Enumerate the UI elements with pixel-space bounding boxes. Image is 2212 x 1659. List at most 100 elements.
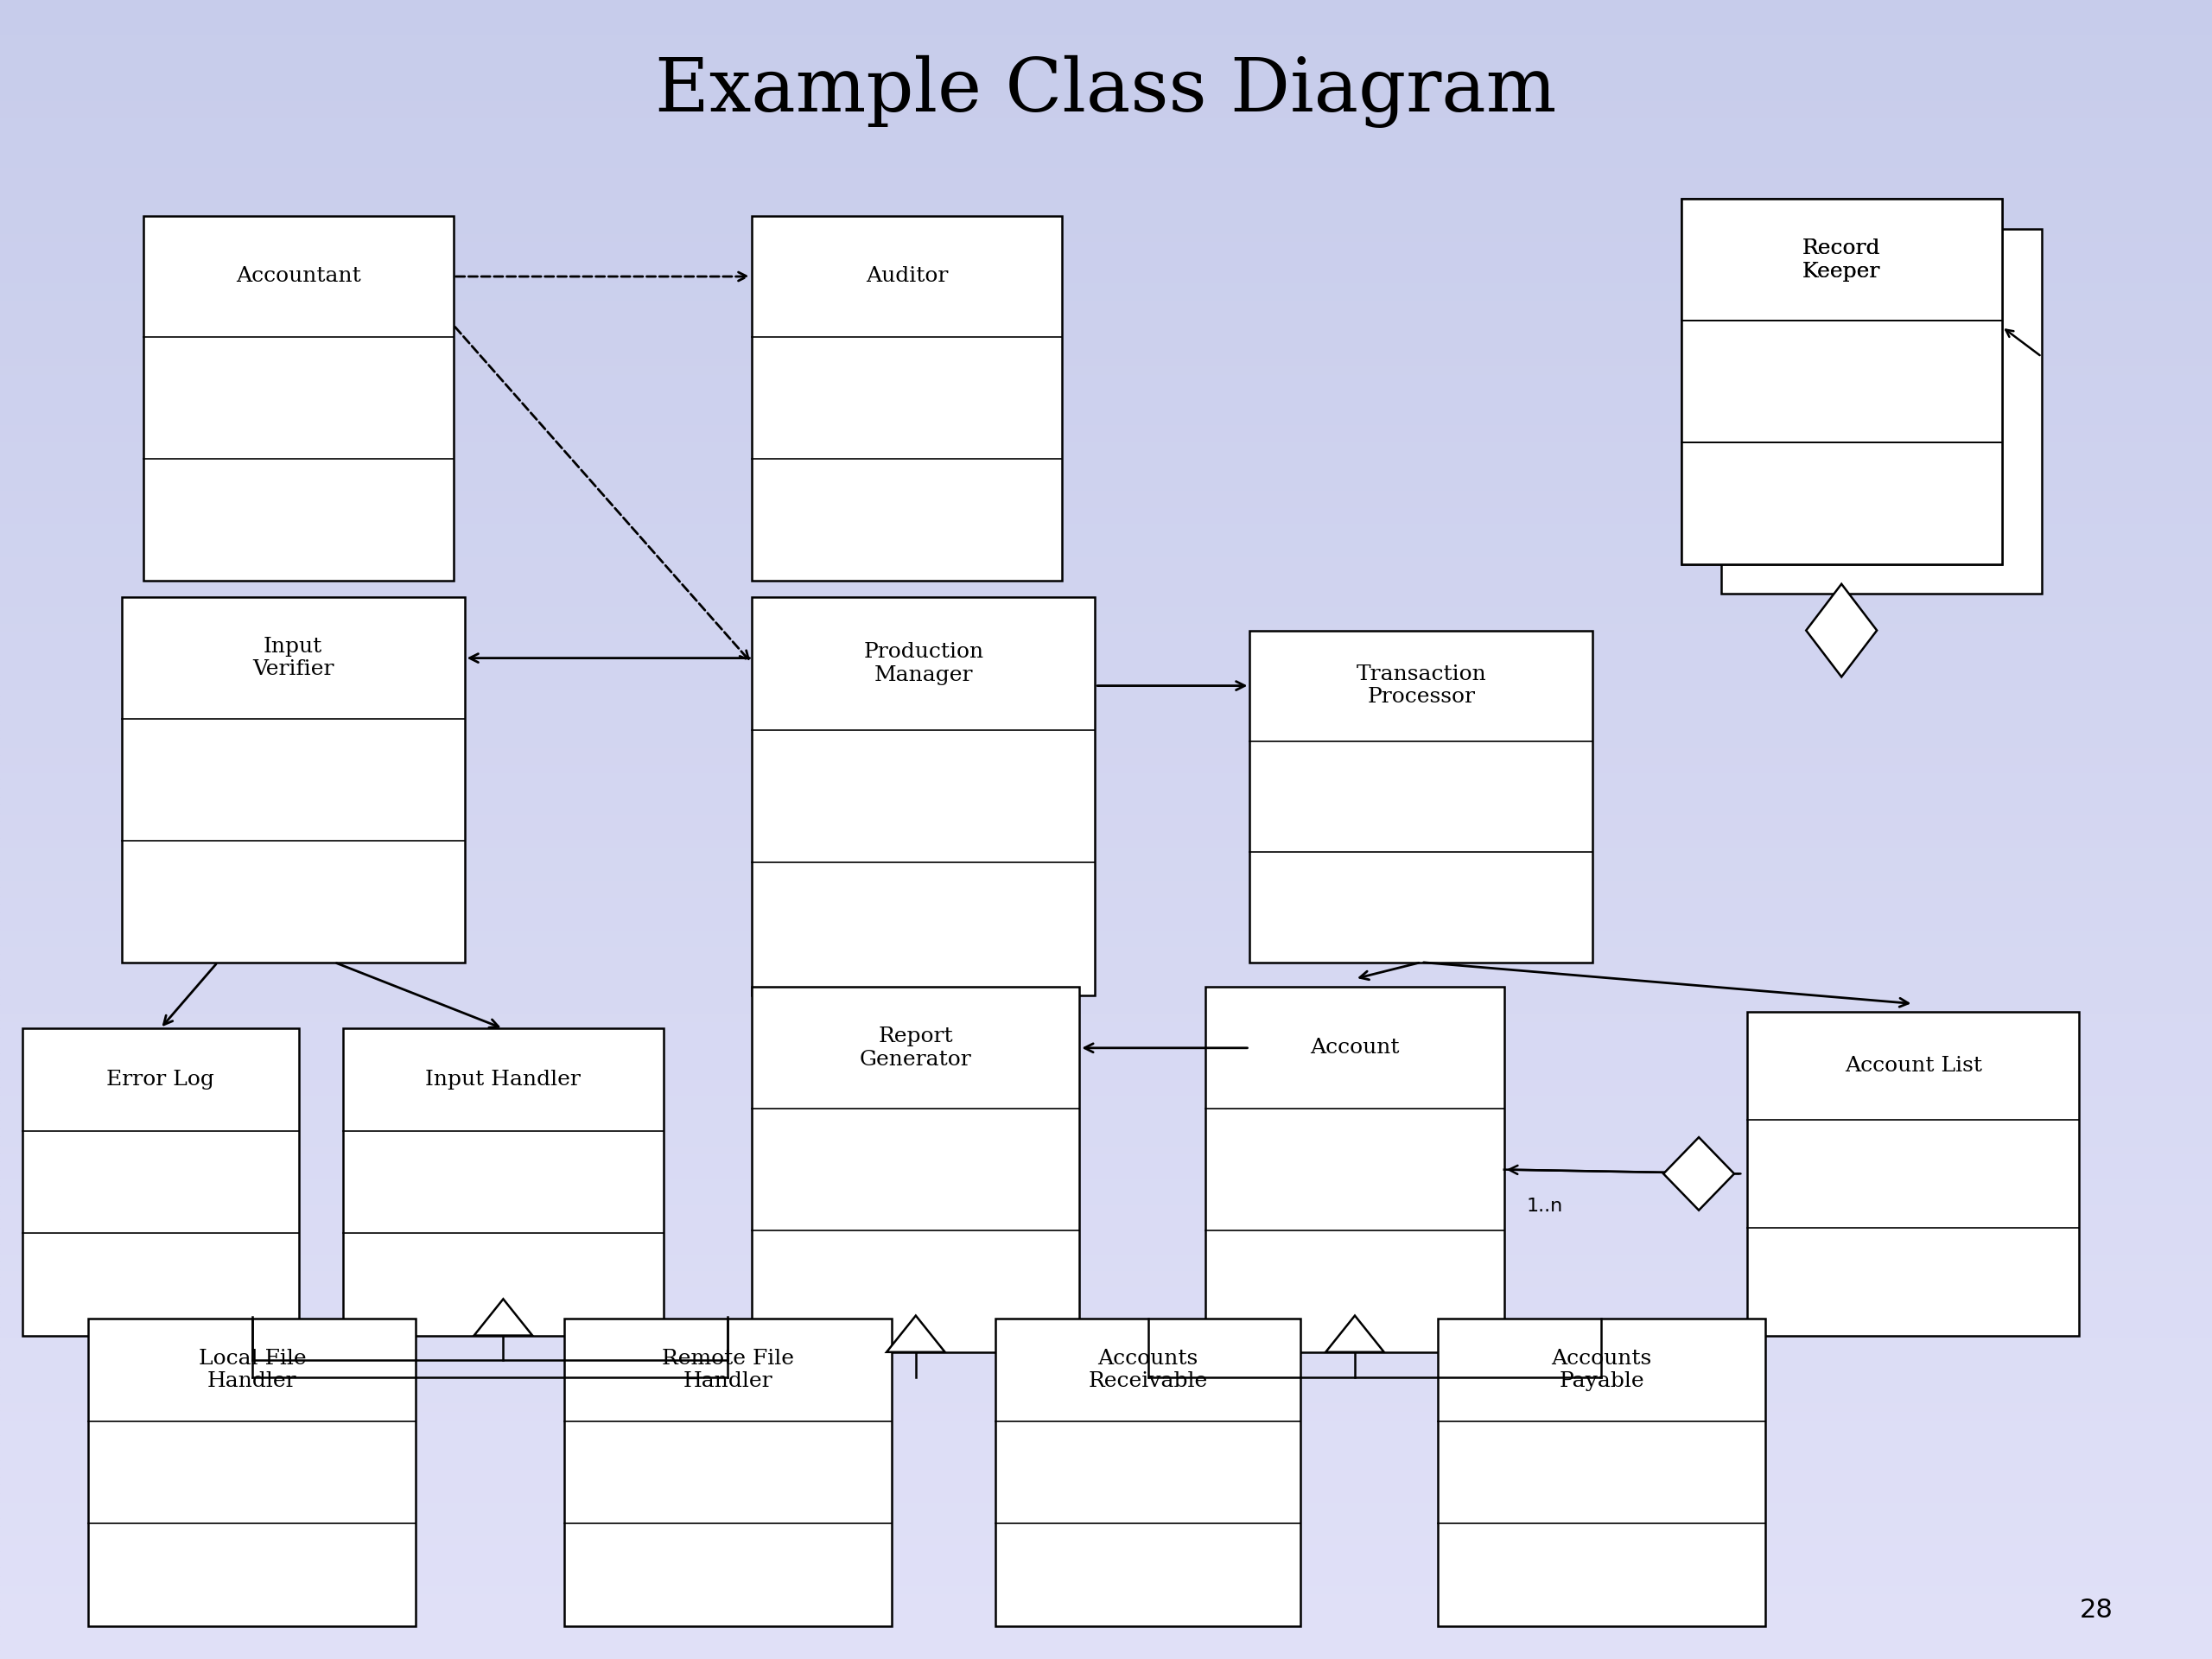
Bar (0, 116, 2212, 124)
Bar (0, 406, 2212, 415)
Bar (0, 423, 2212, 431)
Bar (0, 904, 2212, 912)
Bar (0, 50, 2212, 58)
Bar (0, 1112, 2212, 1120)
Bar (0, 133, 2212, 141)
Bar (0, 149, 2212, 158)
Bar (22, 1029, 299, 1335)
Bar (0, 1261, 2212, 1269)
Bar (0, 282, 2212, 290)
Bar (0, 1203, 2212, 1211)
Bar (0, 473, 2212, 481)
Bar (0, 1410, 2212, 1418)
Text: Account: Account (1310, 1039, 1400, 1058)
Bar (0, 556, 2212, 564)
Bar (0, 1253, 2212, 1261)
Polygon shape (1663, 1138, 1734, 1211)
Bar (0, 639, 2212, 647)
Bar (752, 597, 1095, 995)
Bar (0, 1103, 2212, 1112)
Bar (0, 124, 2212, 133)
Bar (0, 896, 2212, 904)
Bar (0, 307, 2212, 315)
Polygon shape (1805, 584, 1876, 677)
Bar (0, 440, 2212, 448)
Bar (0, 763, 2212, 771)
Bar (0, 257, 2212, 265)
Bar (0, 0, 2212, 8)
Bar (0, 962, 2212, 971)
Text: Record
Keeper: Record Keeper (1803, 239, 1880, 282)
Polygon shape (1325, 1316, 1385, 1352)
Text: Example Class Diagram: Example Class Diagram (655, 55, 1557, 128)
Bar (0, 100, 2212, 108)
Bar (0, 1584, 2212, 1593)
Bar (0, 1543, 2212, 1551)
Bar (0, 1269, 2212, 1277)
Bar (0, 25, 2212, 33)
Bar (0, 1327, 2212, 1335)
Bar (0, 589, 2212, 597)
Bar (0, 481, 2212, 489)
Bar (0, 929, 2212, 937)
Bar (0, 1153, 2212, 1161)
Bar (0, 1302, 2212, 1311)
Bar (0, 1078, 2212, 1087)
Bar (1438, 1319, 1765, 1626)
Bar (0, 1468, 2212, 1477)
Bar (0, 75, 2212, 83)
Bar (0, 622, 2212, 630)
Bar (0, 1161, 2212, 1170)
Bar (0, 8, 2212, 17)
Bar (0, 1460, 2212, 1468)
Bar (0, 373, 2212, 382)
Text: Record
Keeper: Record Keeper (1803, 239, 1880, 282)
Bar (0, 448, 2212, 456)
Bar (0, 581, 2212, 589)
Bar (0, 274, 2212, 282)
Bar (0, 1485, 2212, 1493)
Text: Production
Manager: Production Manager (863, 642, 984, 685)
Bar (0, 655, 2212, 664)
Bar (0, 664, 2212, 672)
Bar (0, 539, 2212, 547)
Bar (0, 830, 2212, 838)
Text: Accountant: Accountant (237, 267, 361, 287)
Bar (0, 680, 2212, 688)
Bar (0, 431, 2212, 440)
Bar (0, 713, 2212, 722)
Bar (0, 854, 2212, 863)
Bar (0, 498, 2212, 506)
Bar (0, 1568, 2212, 1576)
Bar (0, 1170, 2212, 1178)
Bar (0, 415, 2212, 423)
Bar (0, 1551, 2212, 1559)
Bar (0, 954, 2212, 962)
Bar (0, 564, 2212, 572)
Bar (0, 357, 2212, 365)
Text: Report
Generator: Report Generator (860, 1027, 971, 1070)
Bar (0, 191, 2212, 199)
Bar (0, 1037, 2212, 1045)
Bar (0, 755, 2212, 763)
Bar (0, 771, 2212, 780)
Bar (0, 688, 2212, 697)
Bar (0, 1385, 2212, 1394)
Bar (0, 937, 2212, 946)
Bar (0, 531, 2212, 539)
Bar (0, 1626, 2212, 1634)
Bar (0, 241, 2212, 249)
Bar (0, 1236, 2212, 1244)
Bar (0, 216, 2212, 224)
Bar (0, 614, 2212, 622)
Bar (0, 1435, 2212, 1443)
Bar (0, 912, 2212, 921)
Text: Accounts
Payable: Accounts Payable (1551, 1349, 1652, 1392)
Bar (1681, 199, 2002, 564)
Bar (0, 1319, 2212, 1327)
Bar (0, 1559, 2212, 1568)
Bar (343, 1029, 664, 1335)
Bar (0, 1427, 2212, 1435)
Bar (0, 1352, 2212, 1360)
Bar (0, 572, 2212, 581)
